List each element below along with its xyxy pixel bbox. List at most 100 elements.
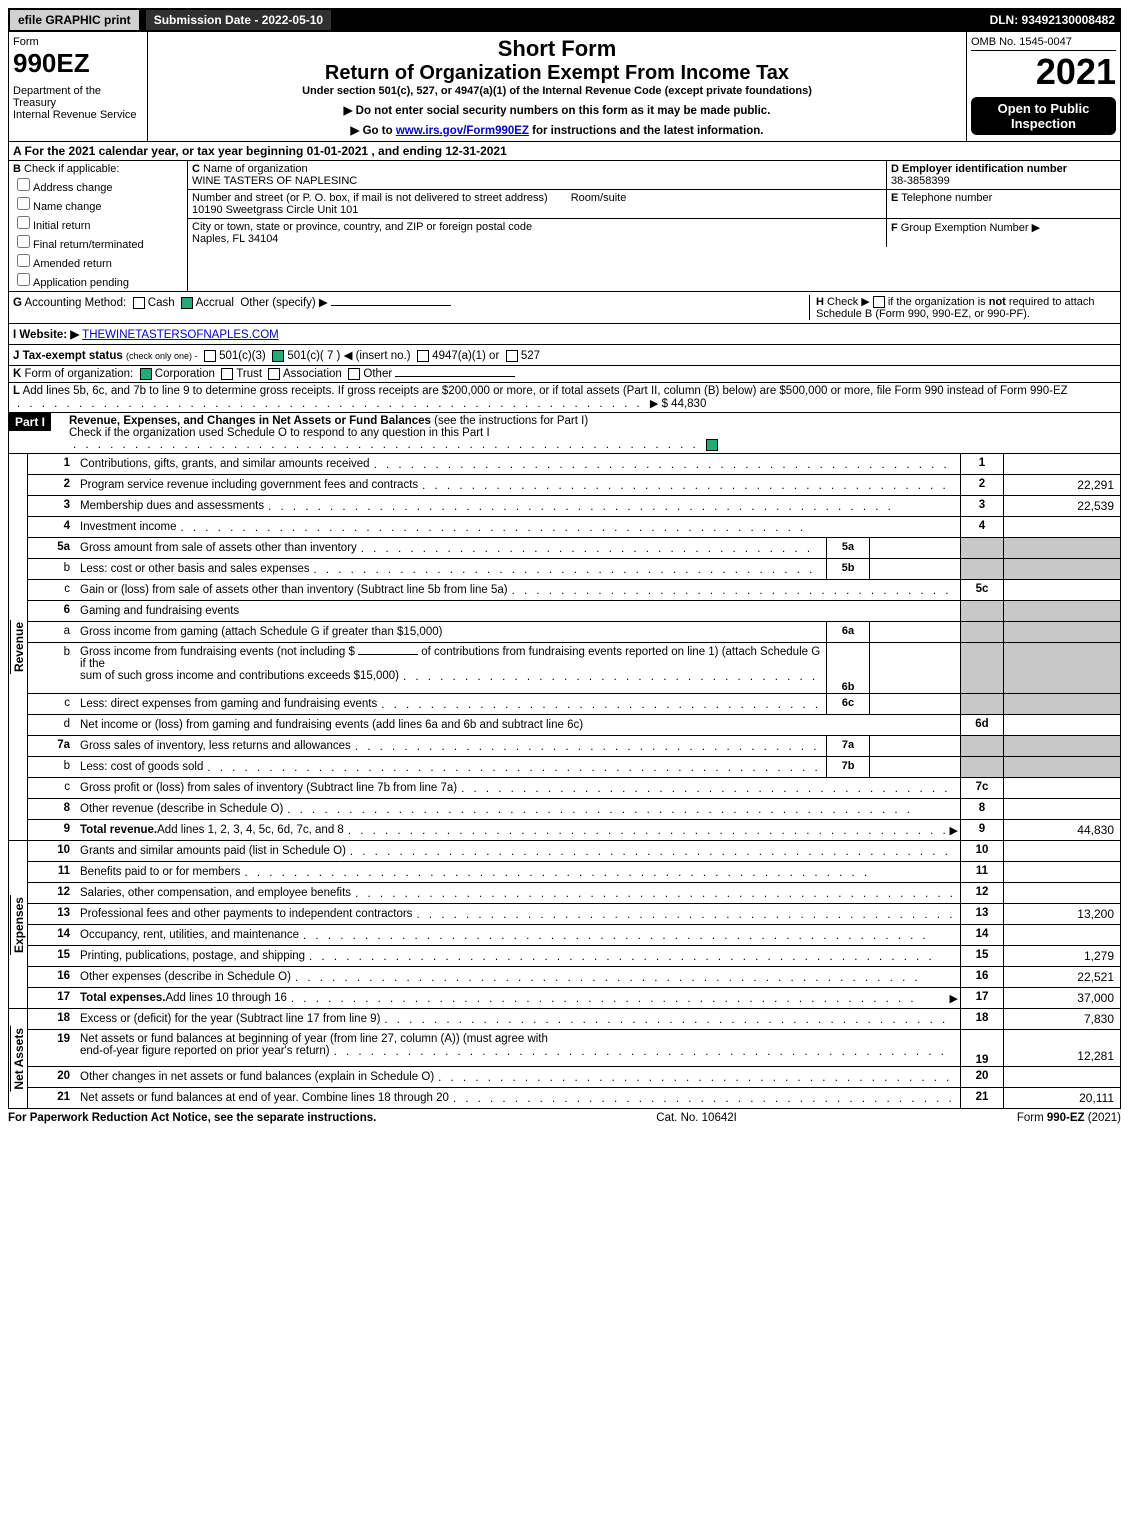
open-public-pill: Open to Public Inspection bbox=[971, 97, 1116, 135]
irs-link[interactable]: www.irs.gov/Form990EZ bbox=[396, 125, 529, 137]
org-name-label: Name of organization bbox=[203, 163, 308, 175]
part-i-header-row: Part I Revenue, Expenses, and Changes in… bbox=[8, 412, 1121, 454]
section-c-block: C Name of organization WINE TASTERS OF N… bbox=[188, 161, 1120, 291]
chk-amended-return[interactable]: Amended return bbox=[13, 251, 183, 270]
chk-527[interactable] bbox=[506, 350, 518, 362]
instr-goto: ▶ Go to www.irs.gov/Form990EZ for instru… bbox=[152, 123, 962, 137]
instr2-pre: ▶ Go to bbox=[351, 125, 396, 137]
line-18: 18 Excess or (deficit) for the year (Sub… bbox=[28, 1009, 1120, 1029]
line-8: 8 Other revenue (describe in Schedule O)… bbox=[28, 798, 1120, 819]
chk-initial-return[interactable]: Initial return bbox=[13, 213, 183, 232]
line-12: 12 Salaries, other compensation, and emp… bbox=[28, 882, 1120, 903]
accounting-method: Accounting Method: bbox=[25, 297, 127, 309]
group-exemption-label: Group Exemption Number ▶ bbox=[901, 222, 1040, 234]
footer-cat: Cat. No. 10642I bbox=[656, 1112, 737, 1124]
addr-value: 10190 Sweetgrass Circle Unit 101 bbox=[192, 204, 358, 216]
form-header: Form 990EZ Department of the Treasury In… bbox=[8, 32, 1121, 142]
line-4: 4 Investment income 4 bbox=[28, 516, 1120, 537]
footer: For Paperwork Reduction Act Notice, see … bbox=[8, 1109, 1121, 1124]
chk-parti-scho[interactable] bbox=[706, 439, 718, 451]
chk-other[interactable] bbox=[348, 368, 360, 380]
vlabel-expenses: Expenses bbox=[10, 895, 27, 955]
line-3: 3 Membership dues and assessments 3 22,5… bbox=[28, 495, 1120, 516]
chk-h[interactable] bbox=[873, 296, 885, 308]
line-20: 20 Other changes in net assets or fund b… bbox=[28, 1066, 1120, 1087]
line-6a: a Gross income from gaming (attach Sched… bbox=[28, 621, 1120, 642]
line-10: 10 Grants and similar amounts paid (list… bbox=[28, 841, 1120, 861]
part-i-grid: Revenue 1 Contributions, gifts, grants, … bbox=[8, 454, 1121, 1109]
return-title: Return of Organization Exempt From Incom… bbox=[152, 62, 962, 85]
line-6: 6 Gaming and fundraising events bbox=[28, 600, 1120, 621]
line-6d: d Net income or (loss) from gaming and f… bbox=[28, 714, 1120, 735]
chk-address-change[interactable]: Address change bbox=[13, 175, 183, 194]
row-l: L Add lines 5b, 6c, and 7b to line 9 to … bbox=[8, 383, 1121, 412]
line-21: 21 Net assets or fund balances at end of… bbox=[28, 1087, 1120, 1108]
line-5c: c Gain or (loss) from sale of assets oth… bbox=[28, 579, 1120, 600]
vlabel-netassets: Net Assets bbox=[10, 1026, 27, 1092]
i-label: I bbox=[13, 329, 16, 341]
chk-501c3[interactable] bbox=[204, 350, 216, 362]
line-17: 17 Total expenses. Add lines 10 through … bbox=[28, 987, 1120, 1008]
short-form-title: Short Form bbox=[152, 36, 962, 62]
check-if-applicable: Check if applicable: bbox=[24, 163, 119, 175]
part-i-check: Check if the organization used Schedule … bbox=[69, 427, 490, 439]
submission-date-button[interactable]: Submission Date - 2022-05-10 bbox=[144, 8, 333, 32]
top-bar: efile GRAPHIC print Submission Date - 20… bbox=[8, 8, 1121, 32]
header-center: Short Form Return of Organization Exempt… bbox=[148, 32, 967, 141]
chk-accrual[interactable] bbox=[181, 297, 193, 309]
chk-cash[interactable] bbox=[133, 297, 145, 309]
row-i: I Website: ▶ THEWINETASTERSOFNAPLES.COM bbox=[8, 324, 1121, 345]
chk-final-return[interactable]: Final return/terminated bbox=[13, 232, 183, 251]
d-label: D bbox=[891, 163, 899, 175]
line-19: 19 Net assets or fund balances at beginn… bbox=[28, 1029, 1120, 1066]
l-text: Add lines 5b, 6c, and 7b to line 9 to de… bbox=[23, 385, 1068, 397]
line-1: 1 Contributions, gifts, grants, and simi… bbox=[28, 454, 1120, 474]
chk-trust[interactable] bbox=[221, 368, 233, 380]
chk-application-pending[interactable]: Application pending bbox=[13, 270, 183, 289]
vlabel-revenue: Revenue bbox=[10, 620, 27, 674]
k-label: K bbox=[13, 368, 21, 380]
form-number: 990EZ bbox=[13, 48, 143, 79]
line-15: 15 Printing, publications, postage, and … bbox=[28, 945, 1120, 966]
section-a: A For the 2021 calendar year, or tax yea… bbox=[8, 142, 1121, 161]
line-16: 16 Other expenses (describe in Schedule … bbox=[28, 966, 1120, 987]
j-label: J bbox=[13, 350, 19, 362]
chk-corp[interactable] bbox=[140, 368, 152, 380]
line-6c: c Less: direct expenses from gaming and … bbox=[28, 693, 1120, 714]
line-5a: 5a Gross amount from sale of assets othe… bbox=[28, 537, 1120, 558]
l-amount: $ 44,830 bbox=[662, 398, 707, 410]
line-7b: b Less: cost of goods sold 7b bbox=[28, 756, 1120, 777]
efile-print-button[interactable]: efile GRAPHIC print bbox=[8, 8, 141, 32]
form-word: Form bbox=[13, 36, 143, 48]
footer-right: Form 990-EZ (2021) bbox=[1017, 1112, 1121, 1124]
room-label: Room/suite bbox=[571, 192, 627, 204]
line-14: 14 Occupancy, rent, utilities, and maint… bbox=[28, 924, 1120, 945]
chk-assoc[interactable] bbox=[268, 368, 280, 380]
ein-value: 38-3858399 bbox=[891, 175, 950, 187]
addr-label: Number and street (or P. O. box, if mail… bbox=[192, 192, 548, 204]
line-9: 9 Total revenue. Add lines 1, 2, 3, 4, 5… bbox=[28, 819, 1120, 840]
ein-label: Employer identification number bbox=[902, 163, 1067, 175]
chk-501c[interactable] bbox=[272, 350, 284, 362]
website-link[interactable]: THEWINETASTERSOFNAPLES.COM bbox=[82, 329, 279, 341]
city-value: Naples, FL 34104 bbox=[192, 233, 278, 245]
e-label: E bbox=[891, 192, 898, 204]
g-label: G bbox=[13, 297, 22, 309]
f-label: F bbox=[891, 222, 898, 234]
row-j: J Tax-exempt status (check only one) - 5… bbox=[8, 345, 1121, 366]
dept-treasury: Department of the Treasury bbox=[13, 85, 143, 109]
chk-name-change[interactable]: Name change bbox=[13, 194, 183, 213]
line-7c: c Gross profit or (loss) from sales of i… bbox=[28, 777, 1120, 798]
c-label: C bbox=[192, 163, 200, 175]
form-of-org: Form of organization: bbox=[25, 368, 134, 380]
part-i-header: Part I bbox=[9, 413, 51, 431]
check-only-one: (check only one) - bbox=[126, 351, 198, 361]
part-i-see: (see the instructions for Part I) bbox=[434, 415, 588, 427]
line-7a: 7a Gross sales of inventory, less return… bbox=[28, 735, 1120, 756]
chk-4947[interactable] bbox=[417, 350, 429, 362]
row-k: K Form of organization: Corporation Trus… bbox=[8, 366, 1121, 383]
line-2: 2 Program service revenue including gove… bbox=[28, 474, 1120, 495]
instr-no-ssn: ▶ Do not enter social security numbers o… bbox=[152, 103, 962, 117]
part-i-title: Revenue, Expenses, and Changes in Net As… bbox=[69, 415, 431, 427]
org-name: WINE TASTERS OF NAPLESINC bbox=[192, 175, 357, 187]
